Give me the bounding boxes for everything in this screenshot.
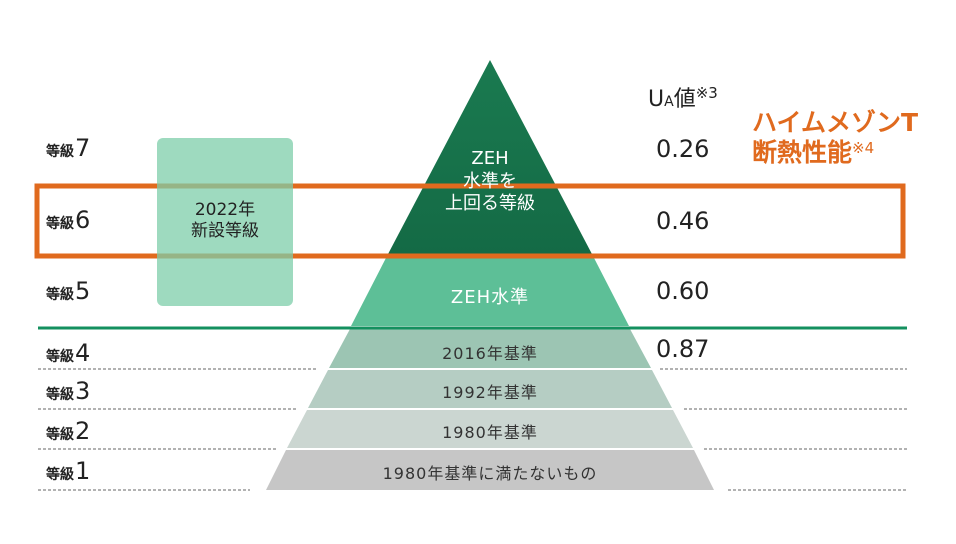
pyramid-1992-text: 1992年基準: [442, 383, 538, 402]
ua-value-grade5: 0.60: [656, 277, 710, 305]
grade-4-label: 等級4: [46, 339, 91, 367]
pyramid-below-band: [266, 450, 714, 490]
grade-2-label: 等級2: [46, 417, 91, 445]
ua-value-grade4: 0.87: [656, 335, 710, 363]
pyramid-top-band: [387, 60, 593, 256]
new-grade-box: [157, 138, 293, 306]
pyramid-1992-band: [308, 370, 672, 408]
pyramid-zeh-text: ZEH水準: [450, 287, 530, 308]
new-grade-label: 新設等級: [191, 221, 259, 242]
ua-value-grade6: 0.46: [656, 207, 710, 235]
pyramid-zeh-band: [351, 256, 629, 326]
pyramid-1980-band: [287, 410, 693, 448]
grade-3-label: 等級3: [46, 377, 91, 405]
new-grade-year: 2022年: [194, 200, 256, 220]
new-grade-box-text: 2022年 新設等級: [157, 200, 293, 243]
grade-dashed-dividers: [38, 368, 907, 491]
pyramid-2016-text: 2016年基準: [442, 344, 538, 363]
pyramid-below-text: 1980年基準に満たないもの: [382, 464, 598, 483]
heim-maison-t-label: ハイムメゾンT 断熱性能※4: [752, 108, 919, 167]
grade-5-label: 等級5: [46, 277, 91, 305]
grade-6-label: 等級6: [46, 206, 91, 234]
pyramid-2016-band: [329, 329, 651, 368]
pyramid-1980-text: 1980年基準: [442, 423, 538, 442]
ua-header: UA値※3: [648, 84, 718, 112]
grade6-highlight-frame: [34, 183, 906, 259]
grade-7-label: 等級7: [46, 134, 91, 162]
pyramid-top-text: ZEH 水準を 上回る等級: [445, 148, 535, 214]
ua-value-grade7: 0.26: [656, 135, 710, 163]
grade-1-label: 等級1: [46, 457, 91, 485]
